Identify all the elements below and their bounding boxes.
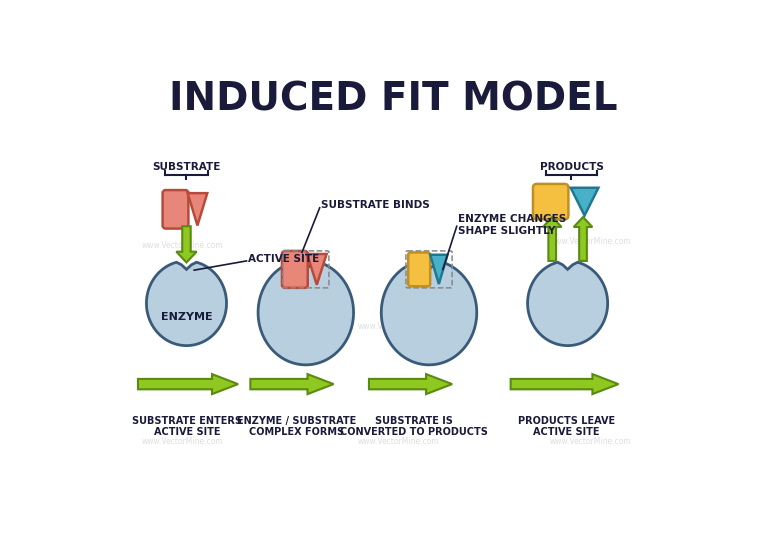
Text: www.VectorMine.com: www.VectorMine.com bbox=[357, 437, 439, 447]
Text: ENZYME / SUBSTRATE
COMPLEX FORMS: ENZYME / SUBSTRATE COMPLEX FORMS bbox=[237, 416, 356, 437]
Polygon shape bbox=[381, 261, 477, 365]
Polygon shape bbox=[258, 261, 353, 365]
Text: www.VectorMine.com: www.VectorMine.com bbox=[357, 322, 439, 331]
Text: SUBSTRATE BINDS: SUBSTRATE BINDS bbox=[321, 201, 430, 210]
Text: www.VectorMine.com: www.VectorMine.com bbox=[550, 437, 631, 447]
Text: SUBSTRATE ENTERS
ACTIVE SITE: SUBSTRATE ENTERS ACTIVE SITE bbox=[132, 416, 242, 437]
Text: PRODUCTS: PRODUCTS bbox=[540, 162, 604, 172]
Polygon shape bbox=[543, 217, 561, 261]
Polygon shape bbox=[138, 374, 238, 394]
FancyBboxPatch shape bbox=[533, 184, 568, 220]
Polygon shape bbox=[528, 262, 607, 345]
Text: ENZYME: ENZYME bbox=[161, 312, 212, 322]
Polygon shape bbox=[430, 255, 448, 284]
Text: ENZYME CHANGES
SHAPE SLIGHTLY: ENZYME CHANGES SHAPE SLIGHTLY bbox=[458, 214, 567, 236]
Polygon shape bbox=[574, 217, 592, 261]
Polygon shape bbox=[369, 374, 452, 394]
Polygon shape bbox=[307, 254, 326, 285]
Polygon shape bbox=[250, 374, 333, 394]
Polygon shape bbox=[147, 262, 227, 345]
Polygon shape bbox=[571, 188, 598, 216]
FancyBboxPatch shape bbox=[282, 251, 308, 288]
Text: www.VectorMine.com: www.VectorMine.com bbox=[142, 241, 223, 250]
FancyBboxPatch shape bbox=[163, 190, 188, 229]
Polygon shape bbox=[177, 226, 197, 263]
Text: INDUCED FIT MODEL: INDUCED FIT MODEL bbox=[169, 80, 618, 118]
Text: SUBSTRATE: SUBSTRATE bbox=[152, 162, 220, 172]
Text: www.VectorMine.com: www.VectorMine.com bbox=[550, 237, 631, 246]
Polygon shape bbox=[511, 374, 618, 394]
Text: SUBSTRATE IS
CONVERTED TO PRODUCTS: SUBSTRATE IS CONVERTED TO PRODUCTS bbox=[339, 416, 488, 437]
Text: PRODUCTS LEAVE
ACTIVE SITE: PRODUCTS LEAVE ACTIVE SITE bbox=[518, 416, 614, 437]
Text: www.VectorMine.com: www.VectorMine.com bbox=[142, 437, 223, 447]
Text: ACTIVE SITE: ACTIVE SITE bbox=[248, 253, 319, 264]
FancyBboxPatch shape bbox=[409, 252, 430, 286]
Polygon shape bbox=[187, 193, 207, 225]
